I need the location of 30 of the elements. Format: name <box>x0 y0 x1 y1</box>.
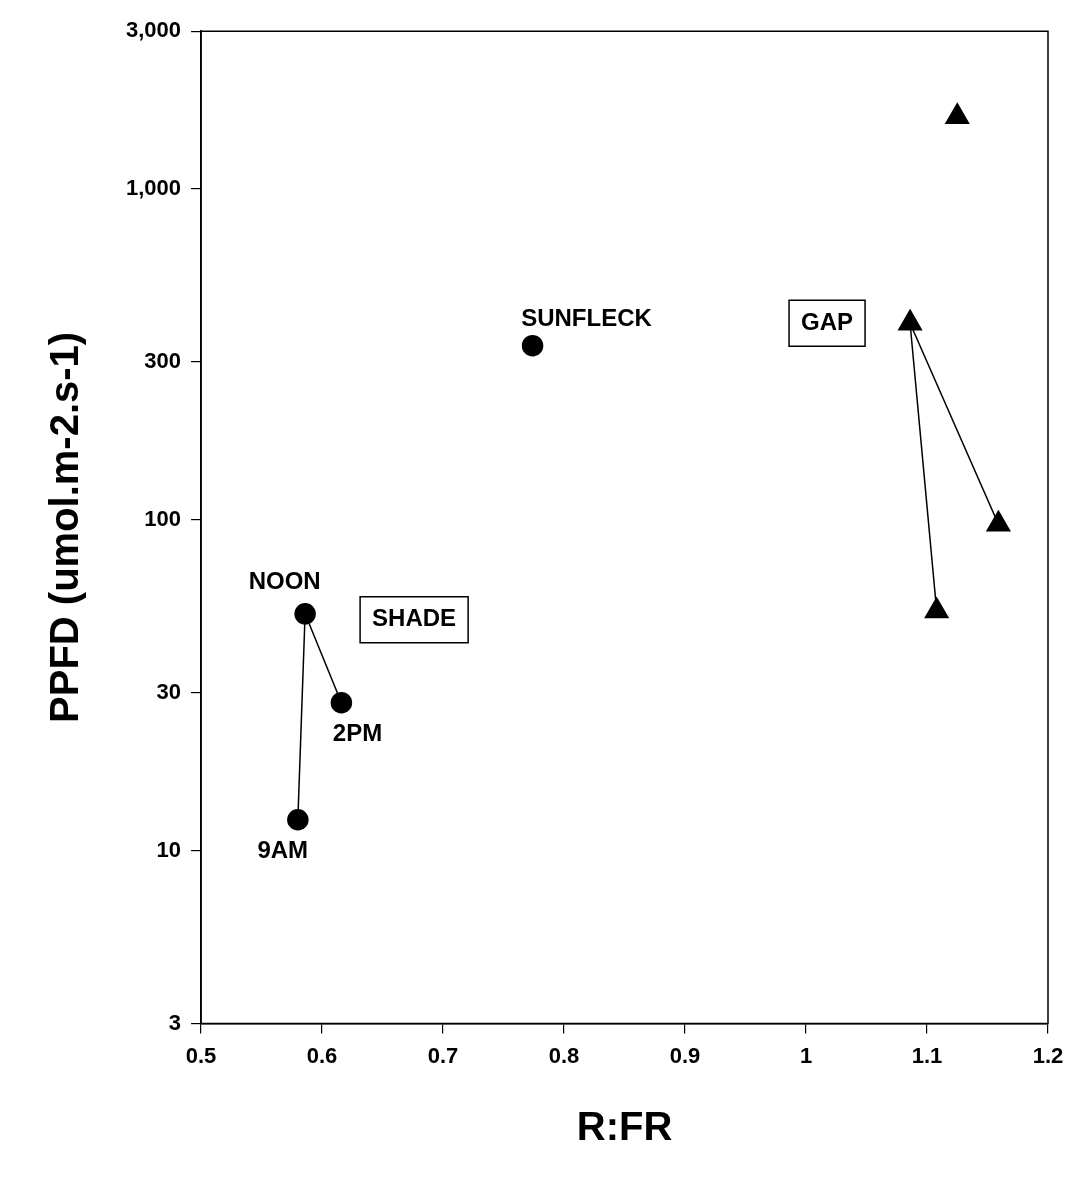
annotation: 2PM <box>332 718 383 746</box>
y-tick-label: 100 <box>144 505 182 531</box>
point <box>330 691 353 714</box>
x-axis-title: R:FR <box>576 1104 673 1149</box>
x-tick-label: 0.8 <box>548 1042 580 1068</box>
annotation: NOON <box>248 566 321 594</box>
x-tick-label: 1 <box>799 1042 813 1068</box>
y-tick-label: 3,000 <box>125 17 182 43</box>
x-tick-label: 0.9 <box>669 1042 701 1068</box>
x-tick-label: 1.2 <box>1032 1042 1064 1068</box>
y-tick-label: 30 <box>156 678 182 704</box>
y-axis-title: PPFD (umol.m-2.s-1) <box>42 331 87 723</box>
annotation: SUNFLECK <box>521 304 653 332</box>
x-tick-label: 1.1 <box>911 1042 943 1068</box>
point <box>924 597 949 619</box>
series-label: GAP <box>801 307 854 335</box>
annotation: 9AM <box>257 836 309 864</box>
point <box>294 603 316 625</box>
point <box>986 510 1011 532</box>
text: SHADE <box>372 604 457 632</box>
y-tick-label: 10 <box>156 836 182 862</box>
point <box>287 808 309 831</box>
y-tick-label: 3 <box>168 1009 182 1035</box>
point <box>945 102 970 124</box>
x-tick-label: 0.6 <box>306 1042 338 1068</box>
x-tick-label: 0.5 <box>185 1042 217 1068</box>
y-tick-label: 1,000 <box>125 175 182 201</box>
x-tick-label: 0.7 <box>427 1042 459 1068</box>
y-tick-label: 300 <box>144 348 182 374</box>
point <box>898 309 923 331</box>
